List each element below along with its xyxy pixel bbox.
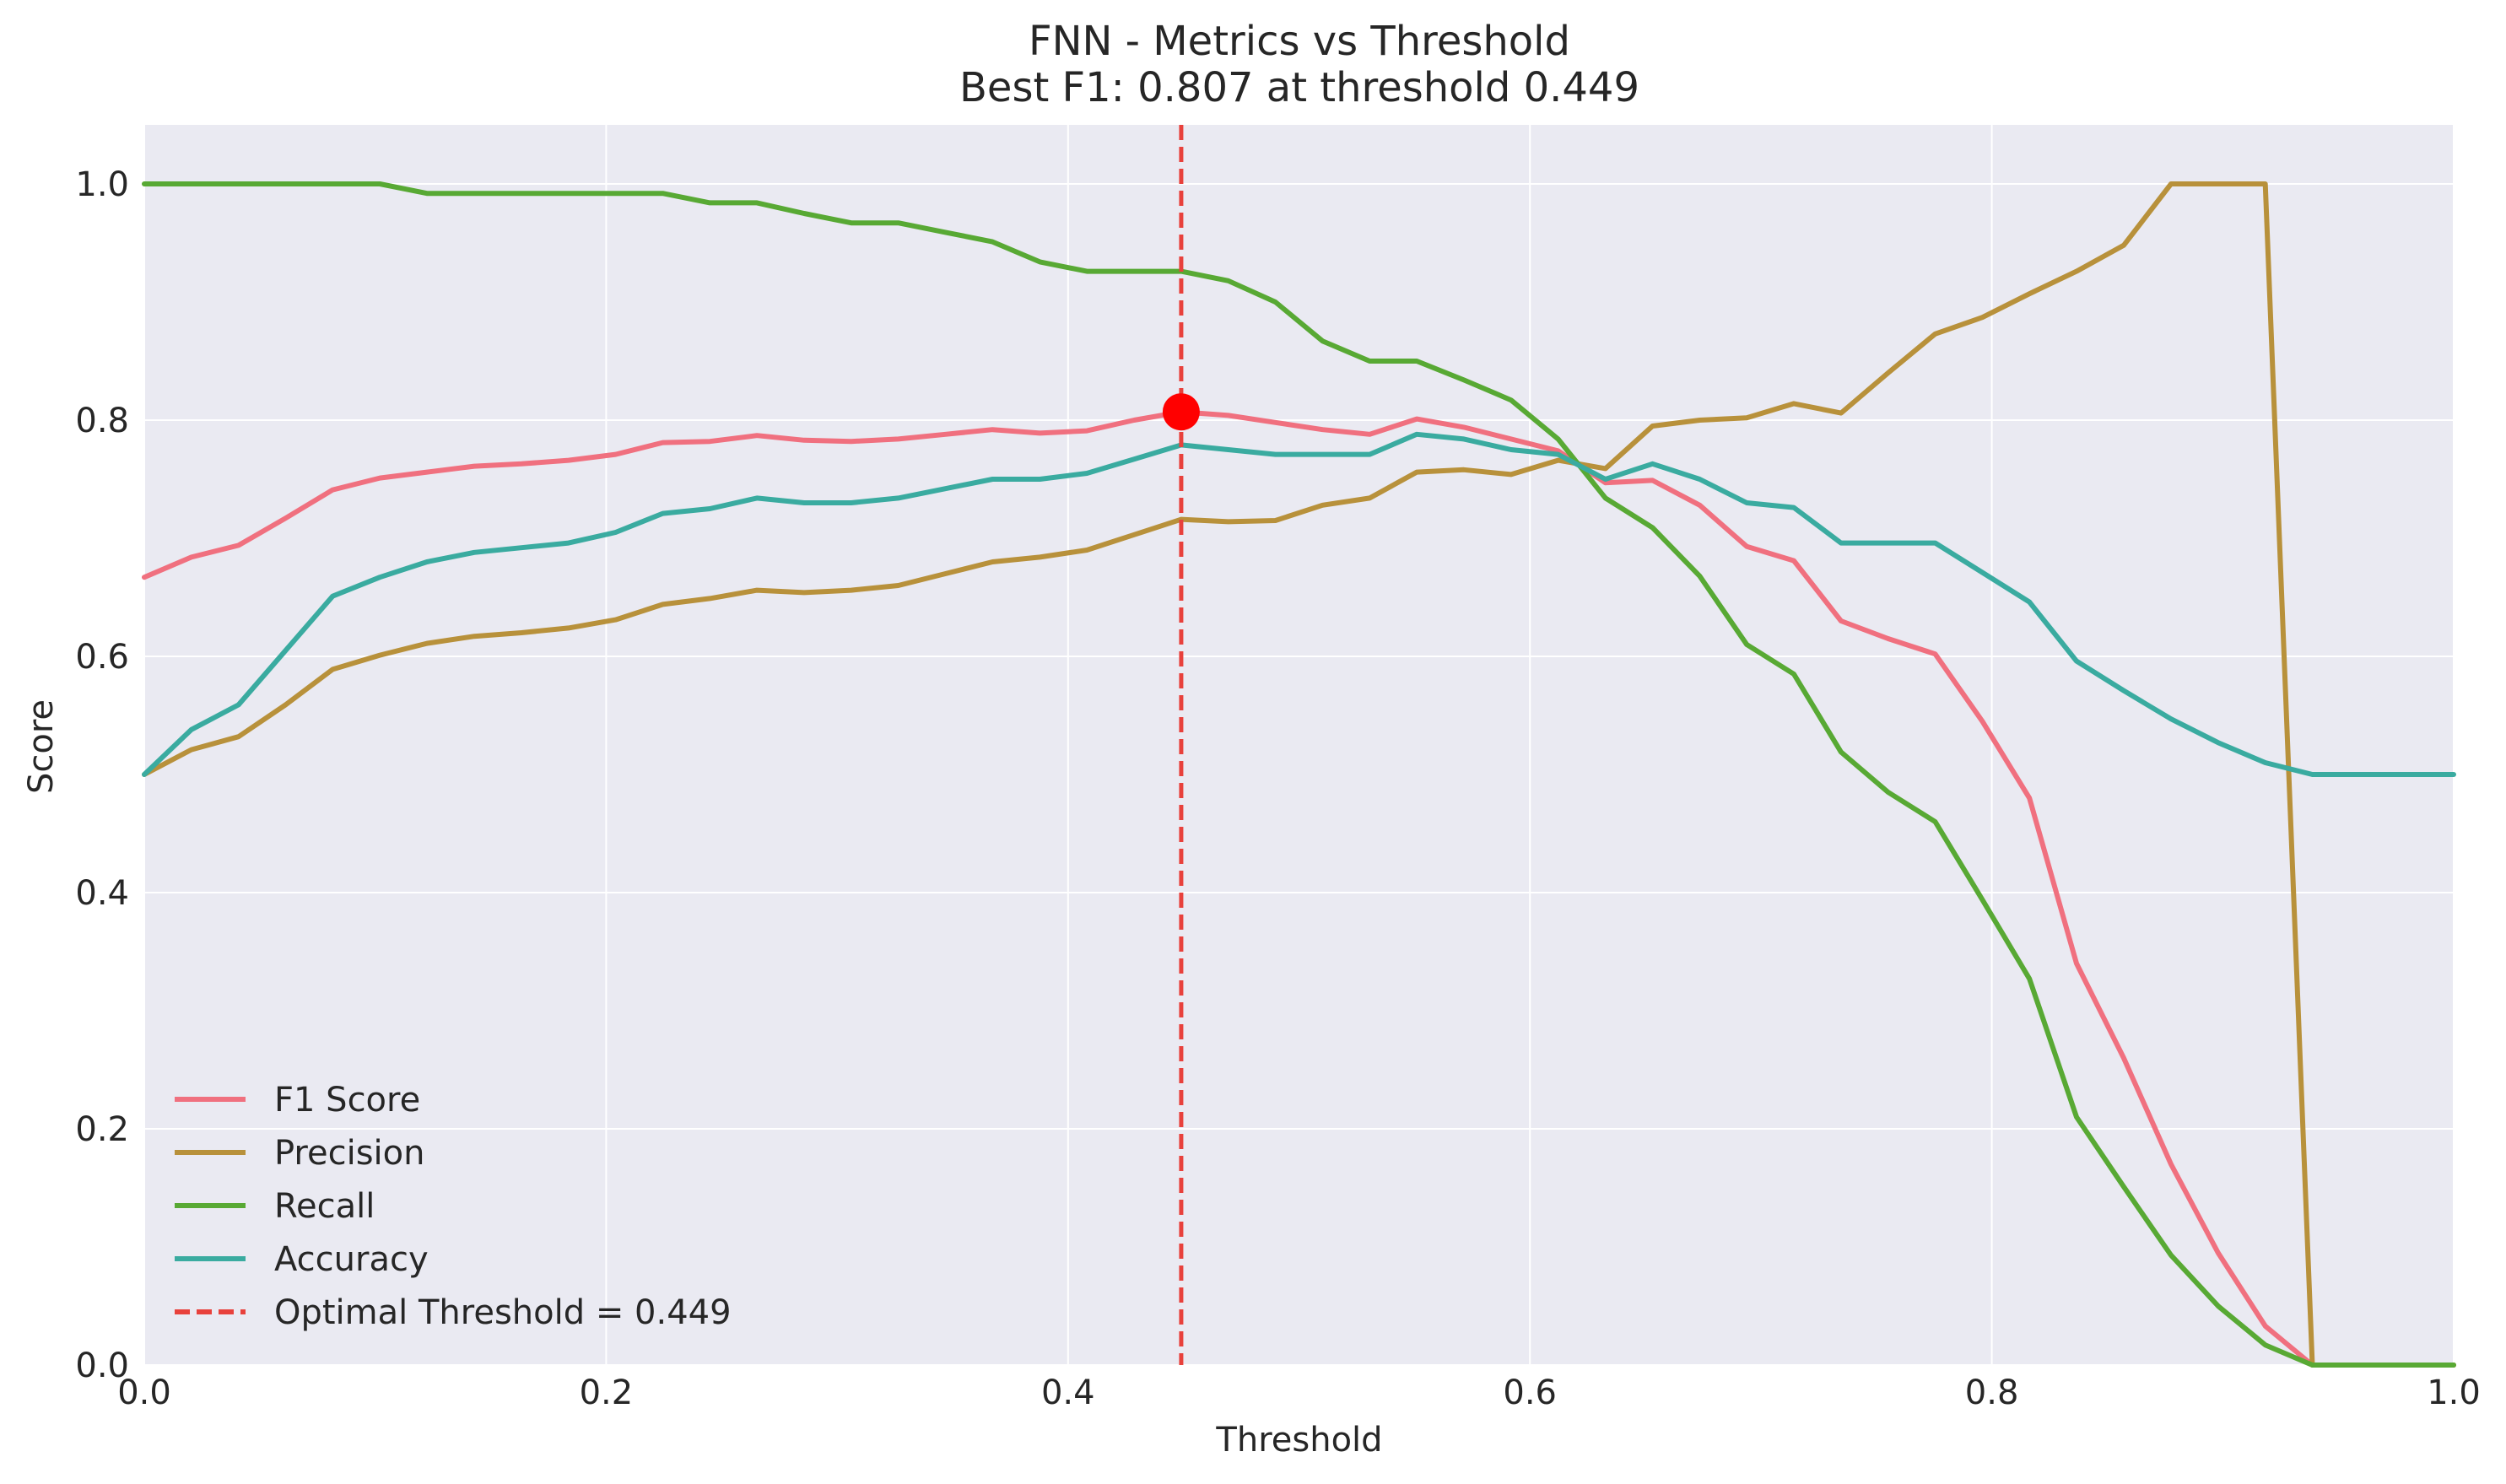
legend-label-accuracy: Accuracy <box>274 1240 429 1279</box>
chart-title: FNN - Metrics vs Threshold <box>1029 18 1570 65</box>
best-f1-point <box>1162 393 1200 431</box>
legend-label-optimal-threshold-0-449: Optimal Threshold = 0.449 <box>274 1293 732 1332</box>
legend-label-recall: Recall <box>274 1187 375 1226</box>
y-tick-label: 0.0 <box>75 1346 129 1385</box>
x-tick-label: 0.6 <box>1503 1373 1557 1412</box>
best-f1-marker-group <box>1162 393 1200 431</box>
precision-line <box>142 181 2456 1368</box>
chart-subtitle: Best F1: 0.807 at threshold 0.449 <box>959 64 1639 111</box>
series-lines <box>142 181 2456 1368</box>
x-axis-label: Threshold <box>1215 1421 1382 1460</box>
x-tick-label: 0.8 <box>1965 1373 2019 1412</box>
legend-label-f1-score: F1 Score <box>274 1081 420 1120</box>
legend: F1 Score Precision Recall Accuracy Optimal T… <box>175 1081 732 1332</box>
y-tick-label: 0.6 <box>75 638 129 677</box>
y-tick-labels: 0.0 0.2 0.4 0.6 0.8 1.0 <box>75 165 129 1385</box>
x-tick-label: 0.0 <box>117 1373 171 1412</box>
y-tick-label: 0.2 <box>75 1110 129 1149</box>
y-tick-label: 1.0 <box>75 165 129 204</box>
recall-line <box>142 181 2456 1368</box>
y-tick-label: 0.4 <box>75 874 129 913</box>
x-tick-labels: 0.0 0.2 0.4 0.6 0.8 1.0 <box>117 1373 2481 1412</box>
accuracy-line <box>142 431 2456 777</box>
plot-area <box>144 125 2454 1365</box>
y-axis-label: Score <box>22 699 61 794</box>
x-tick-label: 0.2 <box>580 1373 634 1412</box>
x-tick-label: 0.4 <box>1041 1373 1095 1412</box>
legend-label-precision: Precision <box>274 1134 424 1173</box>
x-tick-label: 1.0 <box>2427 1373 2481 1412</box>
f1-score-line <box>142 409 2456 1368</box>
y-tick-label: 0.8 <box>75 402 129 440</box>
grid-lines <box>143 125 2455 1366</box>
